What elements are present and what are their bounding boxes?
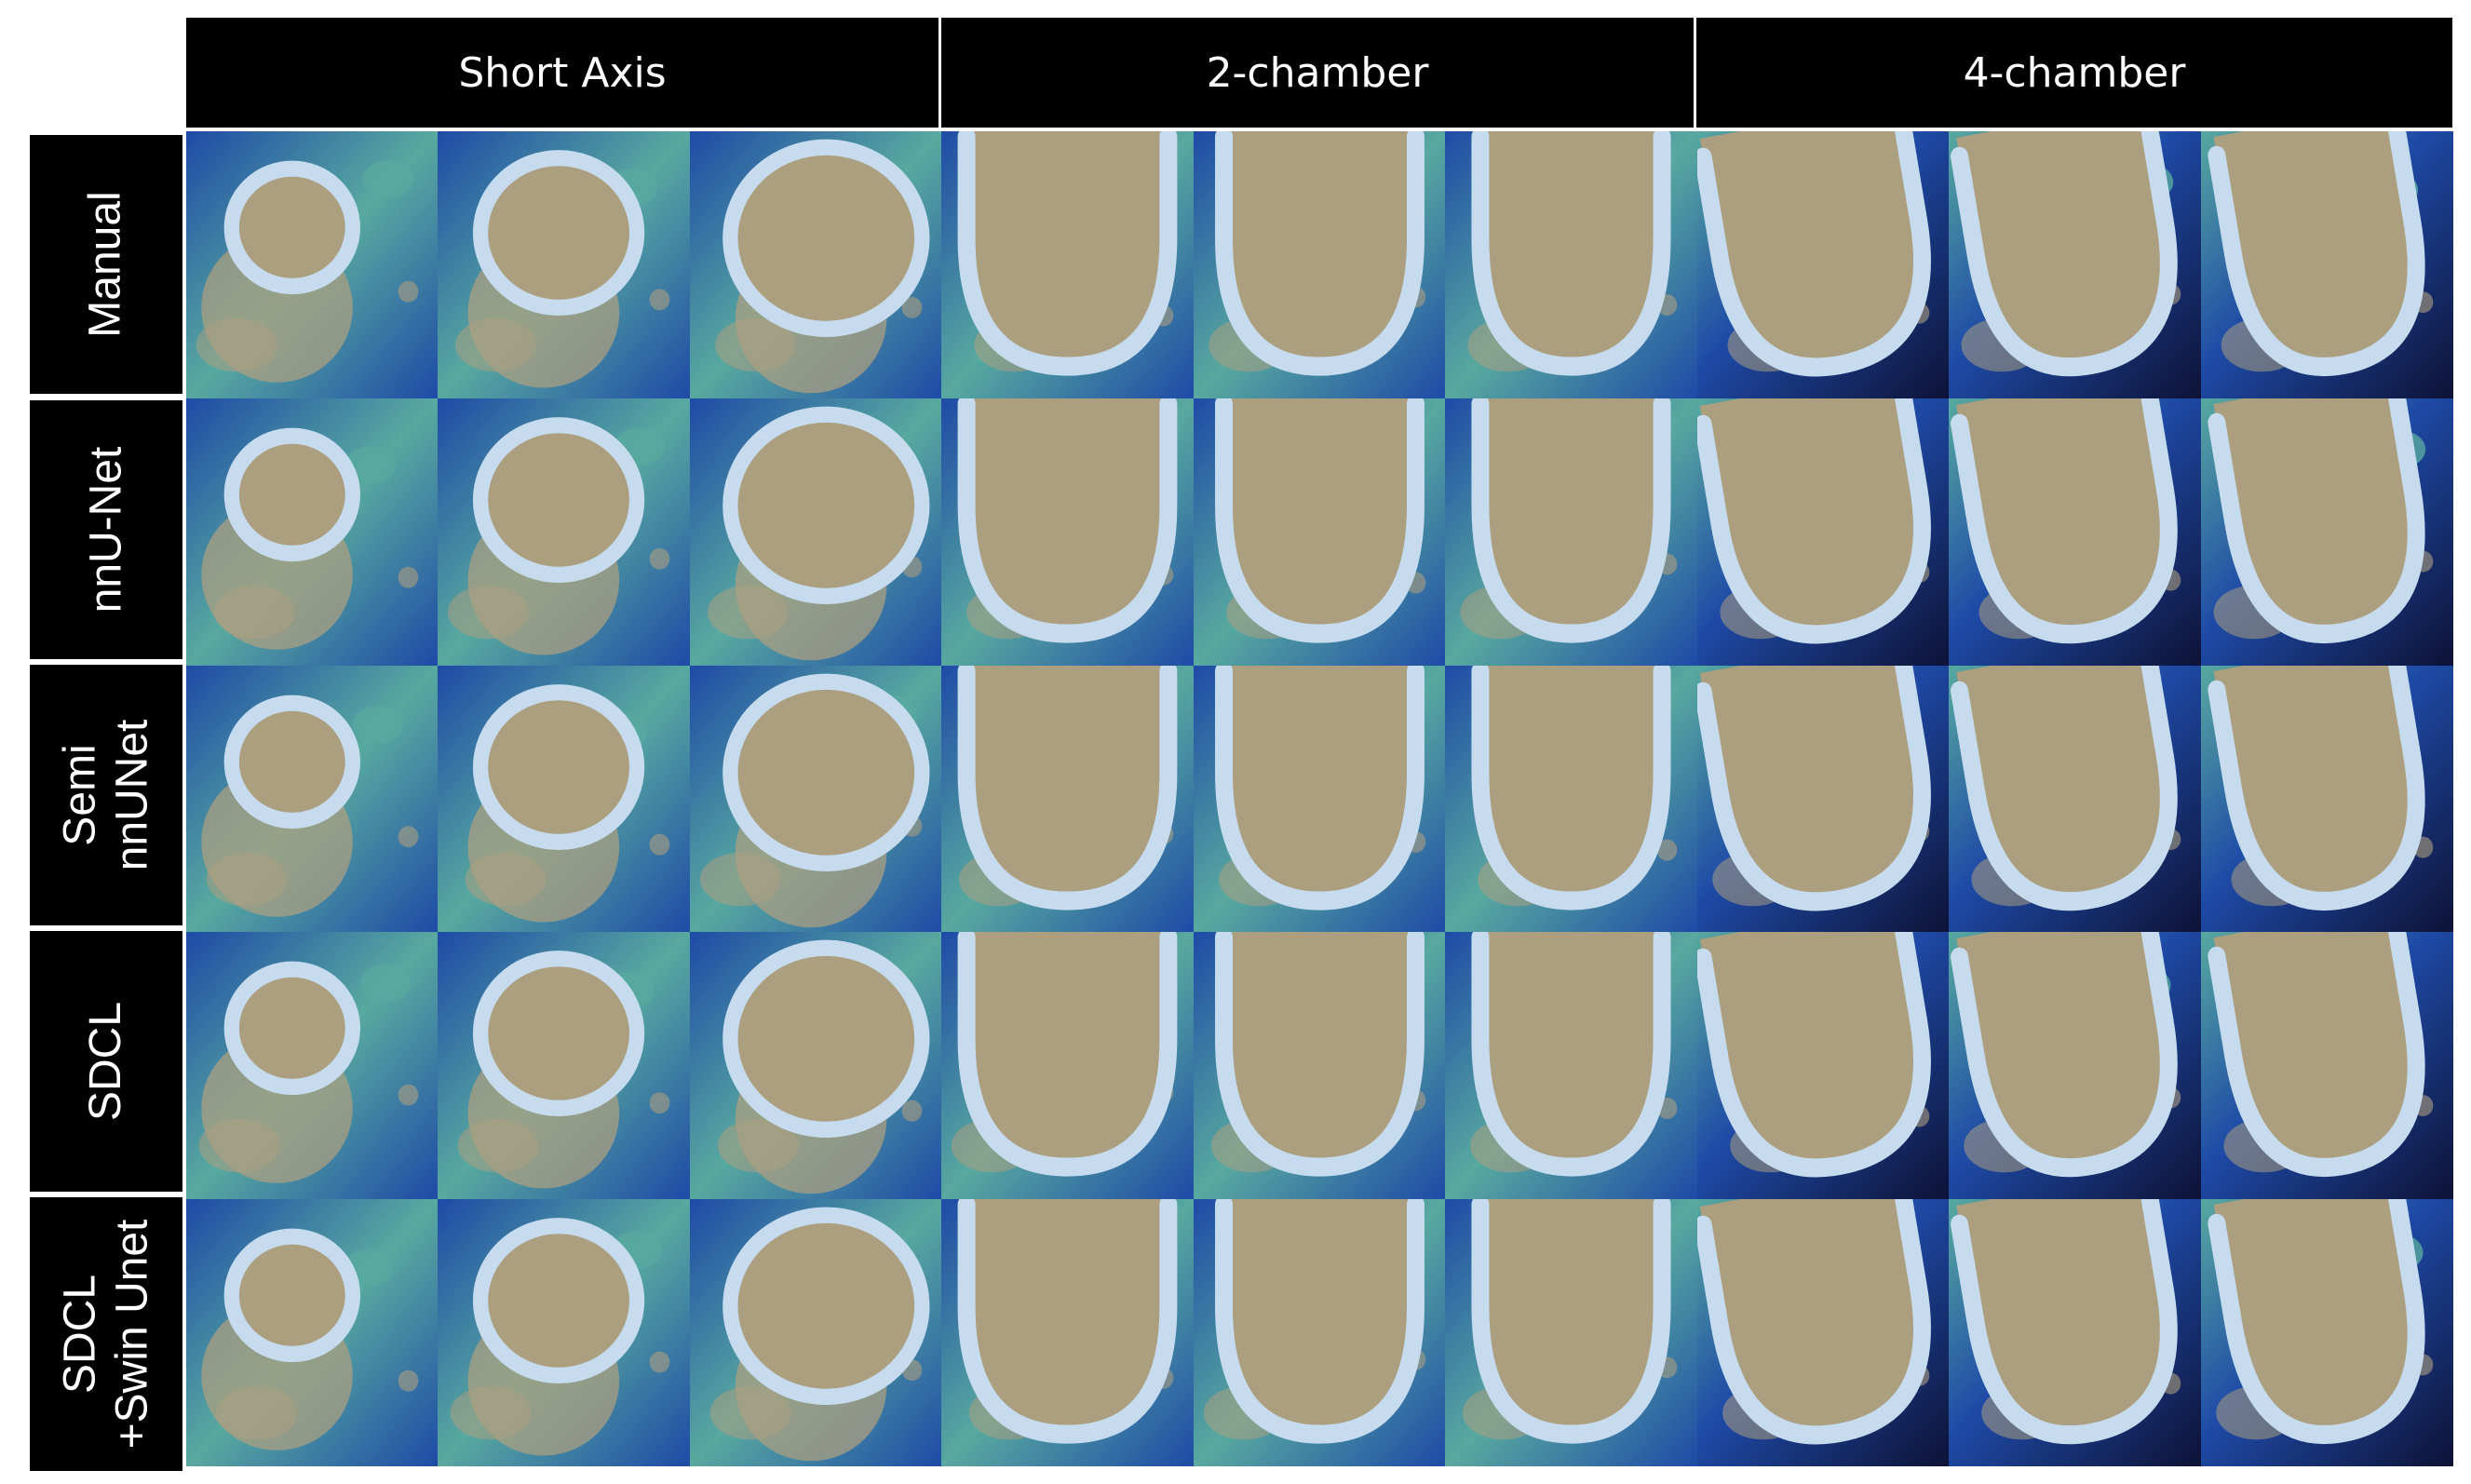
mri-segmentation-image [941, 1199, 1195, 1467]
mri-segmentation-image [2200, 665, 2453, 933]
mri-segmentation-image [2200, 131, 2453, 398]
row-label-text: SDCL [80, 1001, 130, 1122]
mri-segmentation-image [941, 398, 1195, 666]
row-label-text: Semi nnUNet [55, 719, 156, 871]
mri-segmentation-image [1445, 131, 1698, 398]
row-label-text: Manual [81, 191, 130, 338]
mri-segmentation-image [1445, 398, 1698, 666]
mri-segmentation-image [438, 398, 691, 666]
row-label-sdcl-swin-unet: SDCL +Swin Unet [30, 1197, 182, 1471]
row-label-semi-nnunet: Semi nnUNet [30, 665, 182, 925]
column-header-short-axis: Short Axis [186, 18, 938, 128]
row-label-nnu-net: nnU-Net [30, 400, 182, 659]
mri-segmentation-image [1949, 932, 2202, 1200]
mri-segmentation-image [2200, 398, 2453, 666]
mri-segmentation-image [1949, 131, 2202, 398]
mri-segmentation-image [1696, 131, 1950, 398]
mri-segmentation-image [438, 131, 691, 398]
column-header-label: Short Axis [458, 48, 667, 97]
mri-segmentation-image [1949, 665, 2202, 933]
mri-segmentation-image [941, 932, 1195, 1200]
mri-segmentation-image [1696, 1199, 1950, 1467]
mri-segmentation-image [2200, 1199, 2453, 1467]
mri-segmentation-image [689, 932, 942, 1200]
mri-segmentation-image [186, 665, 439, 933]
mri-segmentation-image [186, 932, 439, 1200]
mri-segmentation-image [1193, 665, 1446, 933]
mri-segmentation-image [1696, 932, 1950, 1200]
mri-segmentation-image [941, 665, 1195, 933]
row-label-manual: Manual [30, 135, 182, 394]
mri-segmentation-image [941, 131, 1195, 398]
mri-segmentation-image [2200, 932, 2453, 1200]
mri-segmentation-image [186, 398, 439, 666]
mri-segmentation-image [438, 932, 691, 1200]
column-header-2-chamber: 2-chamber [941, 18, 1694, 128]
mri-segmentation-image [689, 1199, 942, 1467]
mri-segmentation-image [186, 1199, 439, 1467]
mri-segmentation-image [689, 665, 942, 933]
mri-segmentation-image [689, 398, 942, 666]
mri-segmentation-image [1949, 398, 2202, 666]
mri-segmentation-image [1193, 932, 1446, 1200]
mri-segmentation-image [1193, 131, 1446, 398]
mri-segmentation-image [438, 665, 691, 933]
mri-segmentation-image [1696, 398, 1950, 666]
mri-segmentation-image [1445, 665, 1698, 933]
column-header-4-chamber: 4-chamber [1696, 18, 2452, 128]
mri-segmentation-image [186, 131, 439, 398]
mri-segmentation-image [1445, 1199, 1698, 1467]
row-label-text: nnU-Net [81, 446, 131, 614]
mri-segmentation-image [1696, 665, 1950, 933]
mri-segmentation-image [1193, 1199, 1446, 1467]
column-header-label: 2-chamber [1206, 48, 1429, 97]
mri-segmentation-image [1445, 932, 1698, 1200]
mri-segmentation-image [1193, 398, 1446, 666]
row-label-text: SDCL +Swin Unet [55, 1219, 157, 1450]
mri-segmentation-image [689, 131, 942, 398]
row-label-sdcl: SDCL [30, 931, 182, 1192]
mri-segmentation-image [438, 1199, 691, 1467]
segmentation-image-grid [186, 131, 2453, 1467]
column-header-label: 4-chamber [1963, 48, 2186, 97]
mri-segmentation-image [1949, 1199, 2202, 1467]
